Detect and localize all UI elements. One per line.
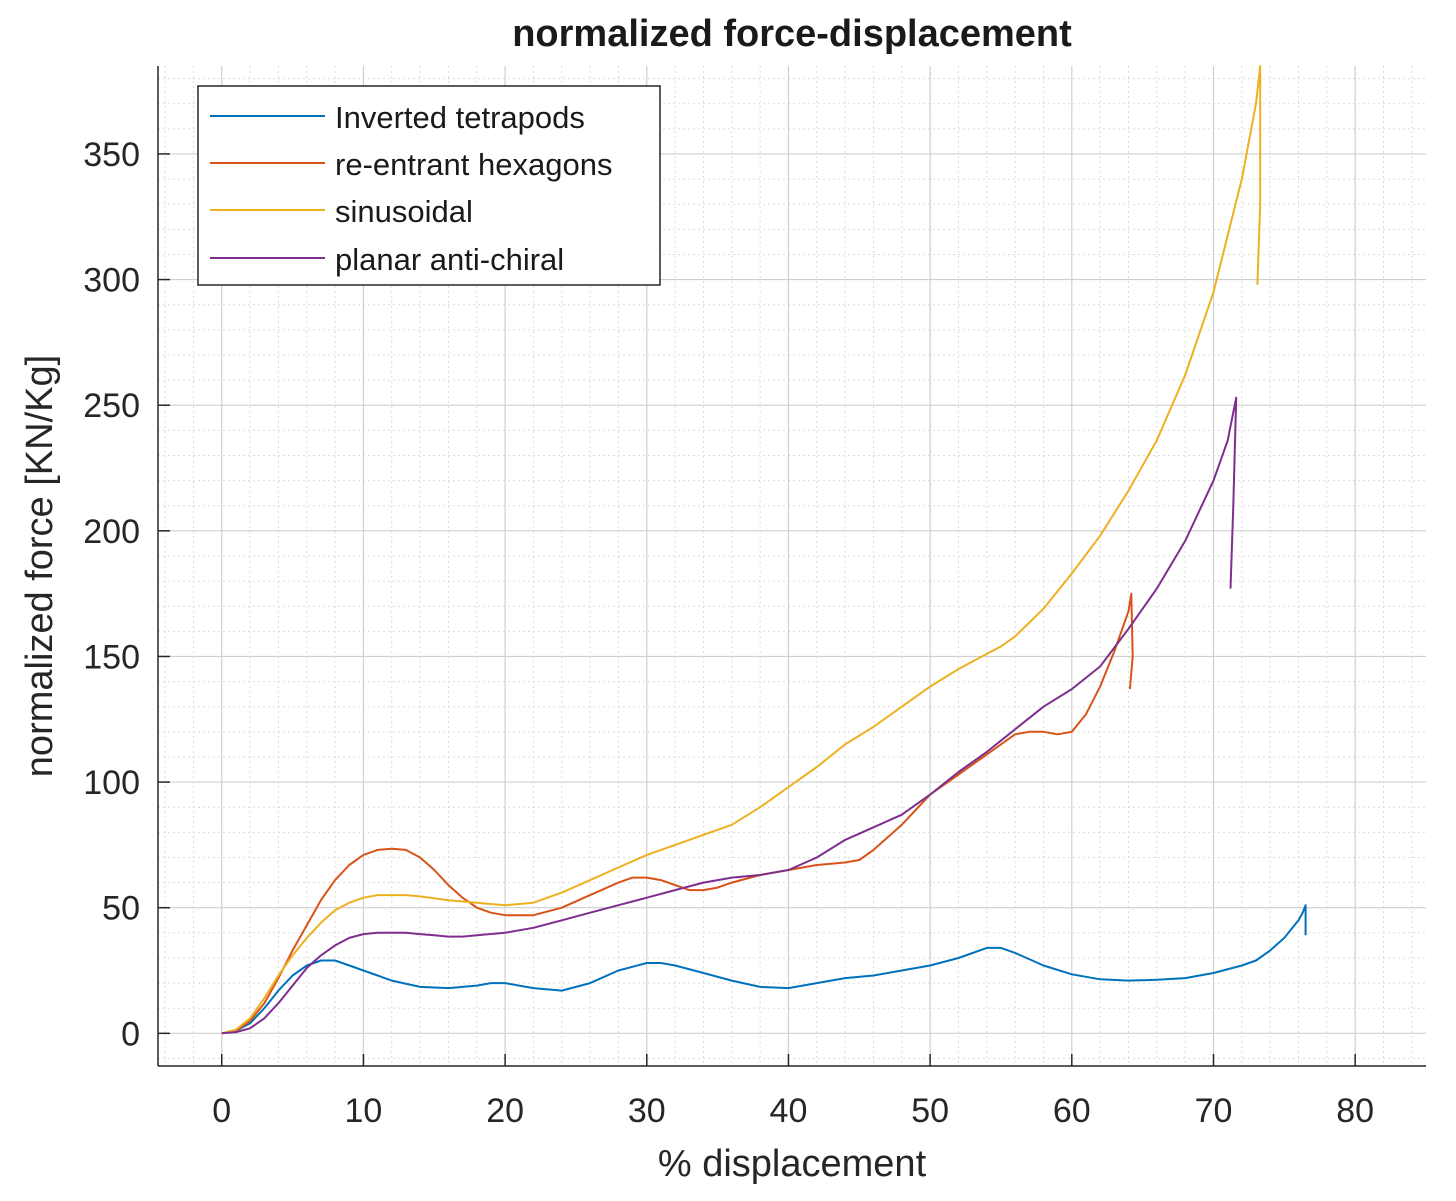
x-tick-label: 60: [1053, 1092, 1091, 1130]
chart-title: normalized force-displacement: [512, 13, 1072, 55]
y-axis-label: normalized force [KN/Kg]: [19, 355, 61, 777]
y-tick-label: 200: [83, 513, 140, 551]
series-line-inverted-tetrapods: [221, 904, 1307, 1035]
x-tick-label: 0: [212, 1092, 231, 1130]
y-tick-label: 100: [83, 764, 140, 802]
legend-label-sinusoidal: sinusoidal: [335, 194, 473, 229]
x-tick-label: 10: [345, 1092, 383, 1130]
series-layer: [221, 65, 1307, 1035]
legend-label-inverted-tetrapods: Inverted tetrapods: [335, 100, 585, 135]
axes: [157, 66, 1426, 1067]
legend-entry-inverted-tetrapods: Inverted tetrapods: [210, 100, 585, 135]
legend-box: [197, 85, 661, 286]
y-tick-label: 0: [121, 1015, 140, 1053]
y-tick-label: 250: [83, 387, 140, 425]
series-line-sinusoidal: [221, 65, 1262, 1035]
series-line-re-entrant-hexagons: [221, 592, 1134, 1035]
x-tick-label: 80: [1336, 1092, 1374, 1130]
legend-entry-re-entrant-hexagons: re-entrant hexagons: [210, 147, 612, 182]
x-tick-label: 20: [486, 1092, 524, 1130]
x-axis-label: % displacement: [658, 1143, 927, 1185]
legend: Inverted tetrapods re-entrant hexagons s…: [197, 85, 661, 286]
y-tick-label: 150: [83, 638, 140, 676]
y-tick-label: 350: [83, 136, 140, 174]
legend-label-planar-anti-chiral: planar anti-chiral: [335, 242, 564, 277]
x-tick-label: 50: [911, 1092, 949, 1130]
y-tick-label: 50: [102, 890, 140, 928]
y-tick-label: 300: [83, 262, 140, 300]
x-tick-label: 30: [628, 1092, 666, 1130]
x-tick-label: 70: [1195, 1092, 1233, 1130]
legend-label-re-entrant-hexagons: re-entrant hexagons: [335, 147, 612, 182]
tick-labels: 0 10 20 30 40 50 60 70 80 0 50 100 150 200 250 300 350: [83, 136, 1374, 1130]
x-tick-label: 40: [770, 1092, 808, 1130]
series-line-planar-anti-chiral: [221, 396, 1238, 1035]
legend-entry-sinusoidal: sinusoidal: [210, 194, 473, 229]
legend-entry-planar-anti-chiral: planar anti-chiral: [210, 242, 564, 277]
